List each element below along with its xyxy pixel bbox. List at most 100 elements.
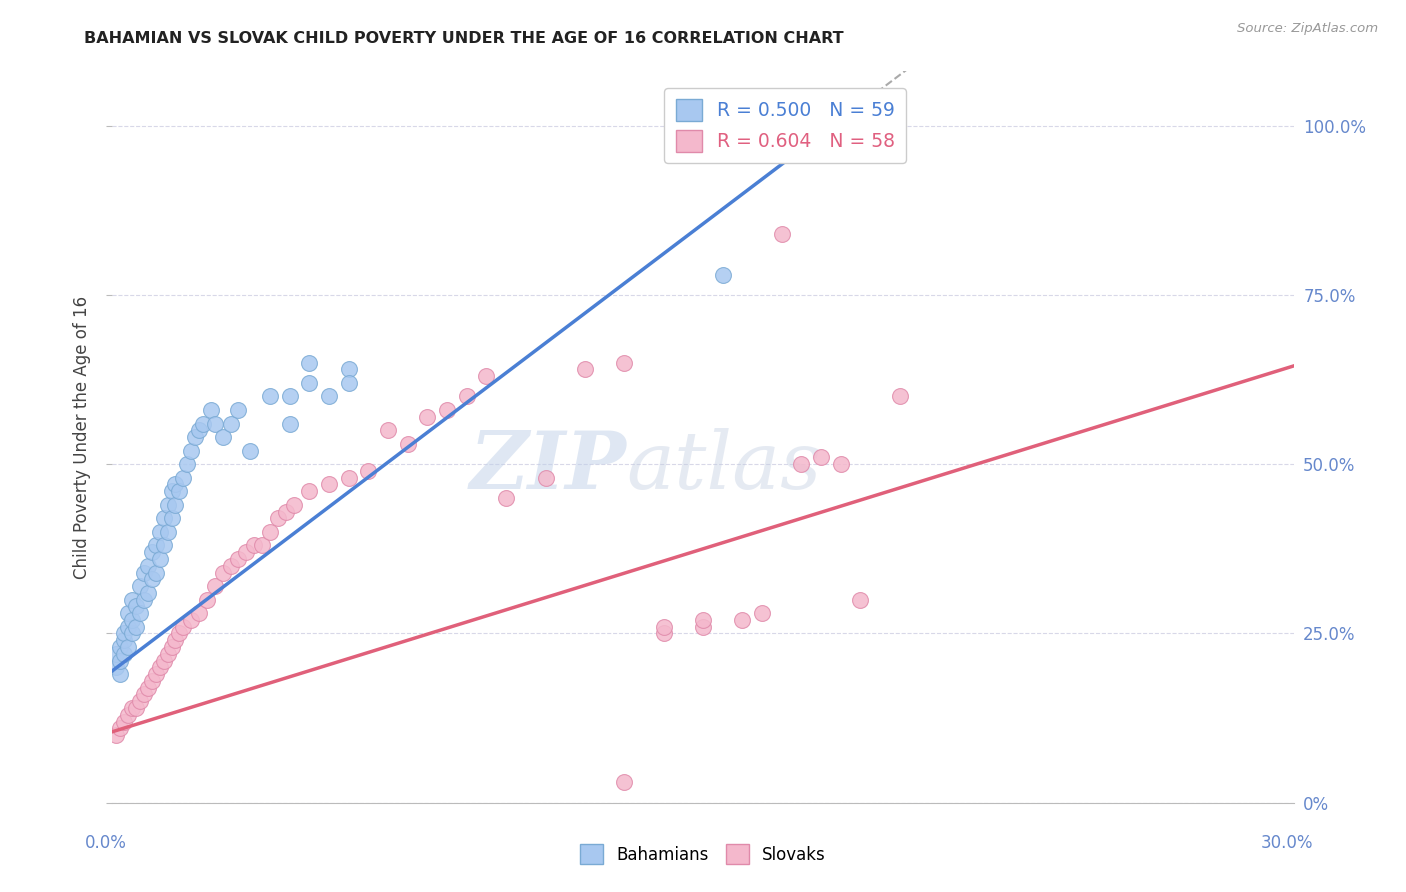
Point — [172, 620, 194, 634]
Point — [278, 389, 301, 403]
Point — [125, 701, 148, 715]
Point — [117, 707, 139, 722]
Point — [121, 701, 143, 715]
Point — [849, 592, 872, 607]
Point — [117, 620, 139, 634]
Point — [259, 389, 281, 403]
Point — [136, 586, 159, 600]
Point — [337, 471, 360, 485]
Point — [125, 599, 148, 614]
Point — [534, 471, 557, 485]
Point — [283, 498, 305, 512]
Point — [117, 640, 139, 654]
Point — [652, 626, 675, 640]
Legend: R = 0.500   N = 59, R = 0.604   N = 58: R = 0.500 N = 59, R = 0.604 N = 58 — [665, 88, 907, 163]
Point — [396, 437, 419, 451]
Point — [731, 613, 754, 627]
Point — [436, 403, 458, 417]
Point — [250, 538, 273, 552]
Point — [160, 640, 183, 654]
Point — [105, 728, 128, 742]
Point — [110, 654, 132, 668]
Point — [121, 613, 143, 627]
Point — [121, 592, 143, 607]
Text: atlas: atlas — [626, 427, 821, 505]
Point — [456, 389, 478, 403]
Point — [141, 545, 163, 559]
Point — [357, 464, 380, 478]
Point — [830, 457, 852, 471]
Point — [165, 633, 187, 648]
Point — [121, 626, 143, 640]
Point — [298, 484, 321, 499]
Point — [156, 647, 179, 661]
Point — [112, 633, 135, 648]
Point — [125, 620, 148, 634]
Point — [129, 694, 152, 708]
Point — [200, 403, 222, 417]
Point — [613, 355, 636, 369]
Point — [156, 498, 179, 512]
Point — [274, 505, 297, 519]
Point — [770, 119, 793, 133]
Point — [149, 552, 172, 566]
Point — [132, 688, 155, 702]
Point — [156, 524, 179, 539]
Point — [228, 552, 250, 566]
Point — [318, 389, 340, 403]
Point — [145, 566, 167, 580]
Point — [228, 403, 250, 417]
Point — [574, 362, 596, 376]
Point — [195, 592, 218, 607]
Point — [160, 511, 183, 525]
Point — [160, 484, 183, 499]
Point — [169, 484, 191, 499]
Point — [239, 443, 262, 458]
Point — [188, 423, 211, 437]
Point — [136, 681, 159, 695]
Point — [129, 606, 152, 620]
Point — [132, 592, 155, 607]
Text: ZIP: ZIP — [470, 427, 626, 505]
Point — [184, 430, 207, 444]
Point — [810, 450, 832, 465]
Point — [112, 647, 135, 661]
Point — [176, 457, 198, 471]
Text: Source: ZipAtlas.com: Source: ZipAtlas.com — [1237, 22, 1378, 36]
Point — [132, 566, 155, 580]
Point — [117, 606, 139, 620]
Point — [165, 477, 187, 491]
Point — [298, 376, 321, 390]
Point — [149, 660, 172, 674]
Legend: Bahamians, Slovaks: Bahamians, Slovaks — [574, 838, 832, 871]
Point — [318, 477, 340, 491]
Point — [495, 491, 517, 505]
Point — [235, 545, 257, 559]
Point — [267, 511, 290, 525]
Point — [165, 498, 187, 512]
Point — [692, 620, 714, 634]
Point — [141, 572, 163, 586]
Point — [180, 613, 202, 627]
Point — [889, 389, 911, 403]
Text: 0.0%: 0.0% — [84, 834, 127, 852]
Point — [152, 511, 174, 525]
Point — [204, 417, 226, 431]
Point — [105, 647, 128, 661]
Point — [204, 579, 226, 593]
Point — [416, 409, 439, 424]
Point — [145, 538, 167, 552]
Point — [110, 640, 132, 654]
Point — [149, 524, 172, 539]
Point — [152, 538, 174, 552]
Point — [692, 613, 714, 627]
Point — [298, 355, 321, 369]
Point — [211, 566, 233, 580]
Point — [751, 606, 773, 620]
Point — [475, 369, 498, 384]
Point — [613, 775, 636, 789]
Point — [112, 714, 135, 729]
Point — [169, 626, 191, 640]
Text: BAHAMIAN VS SLOVAK CHILD POVERTY UNDER THE AGE OF 16 CORRELATION CHART: BAHAMIAN VS SLOVAK CHILD POVERTY UNDER T… — [84, 31, 844, 46]
Point — [652, 620, 675, 634]
